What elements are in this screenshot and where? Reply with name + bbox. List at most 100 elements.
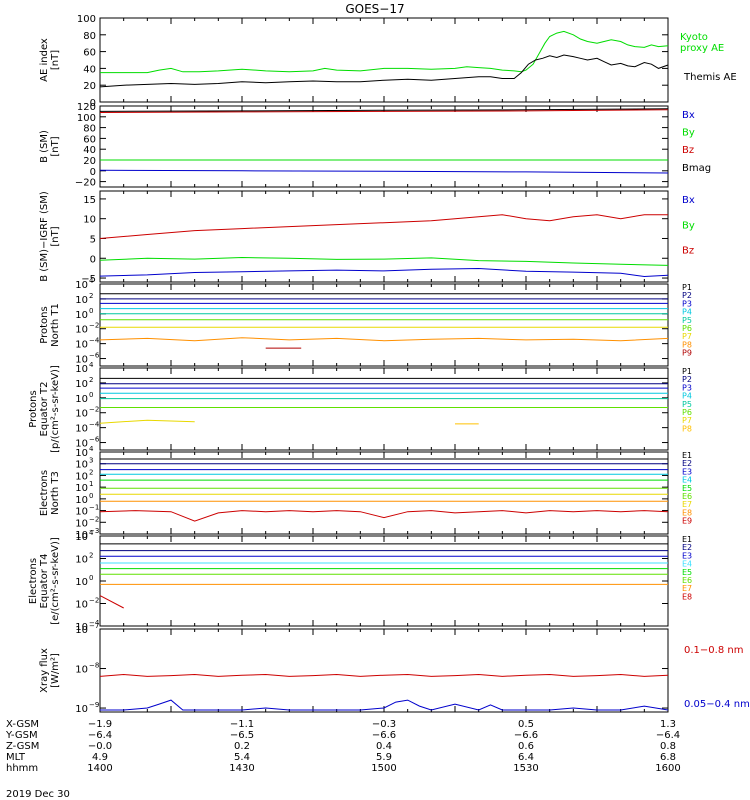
y-tick-label: 5 — [90, 234, 96, 245]
ephemeris-row-label: X-GSM — [6, 719, 39, 730]
y-tick-label: 10 — [75, 532, 88, 543]
y-tick-label: 10 — [75, 364, 88, 375]
y-tick-label: 10 — [75, 379, 88, 390]
legend-entry: E4 — [682, 560, 692, 569]
legend-entry: P7 — [682, 416, 692, 425]
ephemeris-row-label: Y-GSM — [5, 730, 38, 741]
panel-frame — [99, 105, 669, 188]
y-tick-label: 10 — [75, 394, 88, 405]
legend-entry: E5 — [682, 484, 692, 493]
y-axis-label: Protons — [28, 390, 39, 427]
y-tick-label: 20 — [83, 81, 96, 92]
ephemeris-row-label: Z-GSM — [6, 741, 39, 752]
y-tick-exponent: 4 — [89, 445, 94, 453]
legend-entry: P5 — [682, 400, 692, 409]
legend-entry: E2 — [682, 459, 692, 468]
legend-kyoto: Kyoto — [680, 32, 708, 43]
y-tick-label: 10 — [75, 665, 88, 676]
legend-entry: E3 — [682, 467, 692, 476]
y-axis-label: Equator T4 — [39, 554, 50, 609]
legend-entry: P1 — [682, 283, 692, 292]
legend-themis: Themis AE — [683, 72, 737, 83]
y-tick-exponent: 0 — [89, 492, 93, 500]
y-tick-label: 10 — [75, 625, 88, 636]
y-tick-label: 10 — [75, 471, 88, 482]
y-tick-label: 80 — [83, 124, 96, 135]
y-tick-label: 15 — [83, 195, 96, 206]
y-tick-exponent: −6 — [89, 436, 100, 444]
y-tick-label: 0 — [90, 98, 96, 109]
y-axis-label: Protons — [39, 306, 50, 343]
series-line-p8 — [99, 337, 669, 342]
legend-entry: P8 — [682, 340, 692, 349]
y-tick-exponent: −6 — [89, 352, 100, 360]
series-line-e9 — [99, 510, 669, 522]
legend-entry: E5 — [682, 568, 692, 577]
y-axis-label: AE index — [39, 38, 50, 82]
y-tick-label: 10 — [75, 439, 88, 450]
y-axis-label: Electrons — [39, 470, 50, 516]
panel-frame — [99, 17, 669, 103]
legend-entry: E6 — [682, 492, 692, 501]
legend-entry: Bmag — [682, 163, 711, 174]
y-tick-exponent: −2 — [89, 515, 99, 523]
ephemeris-value: 4.9 — [92, 752, 108, 763]
series-line-by — [99, 256, 669, 266]
ephemeris-value: −0.0 — [88, 741, 112, 752]
y-tick-label: 60 — [83, 134, 96, 145]
y-tick-label: 0 — [90, 254, 96, 265]
y-tick-label: 10 — [83, 215, 96, 226]
legend-entry: E1 — [682, 535, 692, 544]
legend-entry: 0.05−0.4 nm — [684, 699, 750, 710]
y-tick-label: 10 — [75, 530, 88, 541]
y-tick-label: 10 — [75, 460, 88, 471]
y-axis-label: [p/(cm²-s-sr-keV)] — [50, 365, 61, 453]
y-tick-label: 40 — [83, 64, 96, 75]
y-tick-label: 10 — [75, 600, 88, 611]
y-tick-label: 120 — [77, 102, 96, 113]
y-tick-exponent: 4 — [89, 529, 94, 537]
y-axis-label: North T3 — [50, 471, 61, 515]
legend-entry: P2 — [682, 291, 692, 300]
panel-frame — [99, 367, 669, 451]
ephemeris-value: 1430 — [229, 763, 254, 774]
y-tick-label: 10 — [75, 577, 88, 588]
y-tick-exponent: −2 — [89, 322, 99, 330]
panel-bigrf: −5 0 5 10 15 B (SM)−IGRF (SM) [nT] Bx By Bz — [39, 190, 695, 285]
y-tick-exponent: −8 — [89, 662, 99, 670]
legend-entry: P6 — [682, 324, 692, 333]
y-axis-label: [nT] — [50, 226, 61, 246]
y-tick-label: 60 — [83, 48, 96, 59]
ephemeris-value: −6.5 — [230, 730, 254, 741]
y-tick-exponent: −3 — [89, 527, 99, 535]
ephemeris-value: −1.1 — [230, 719, 254, 730]
series-line-bx — [99, 267, 669, 278]
legend-entry: Bz — [682, 145, 694, 156]
y-tick-label: 10 — [75, 424, 88, 435]
legend-entry: E4 — [682, 476, 692, 485]
y-tick-label: 0 — [90, 167, 96, 178]
legend-entry: P5 — [682, 316, 692, 325]
y-tick-label: 10 — [75, 295, 88, 306]
legend-kyoto-2: proxy AE — [680, 43, 724, 54]
legend-entry: E6 — [682, 576, 692, 585]
legend-entry: P9 — [682, 349, 692, 358]
y-tick-exponent: −9 — [89, 701, 99, 709]
y-tick-label: 10 — [75, 448, 88, 459]
legend-entry: Bx — [682, 195, 695, 206]
y-tick-exponent: −4 — [89, 337, 100, 345]
date-label: 2019 Dec 30 — [6, 789, 70, 800]
panel-frame — [99, 451, 669, 535]
legend-entry: E3 — [682, 551, 692, 560]
panel-frame — [99, 628, 669, 713]
series-line-0-1-0-8-nm — [99, 673, 669, 677]
legend-entry: E7 — [682, 500, 692, 509]
ephemeris-value: 6.8 — [660, 752, 676, 763]
y-tick-exponent: 2 — [89, 468, 93, 476]
ephemeris-value: 0.2 — [234, 741, 250, 752]
